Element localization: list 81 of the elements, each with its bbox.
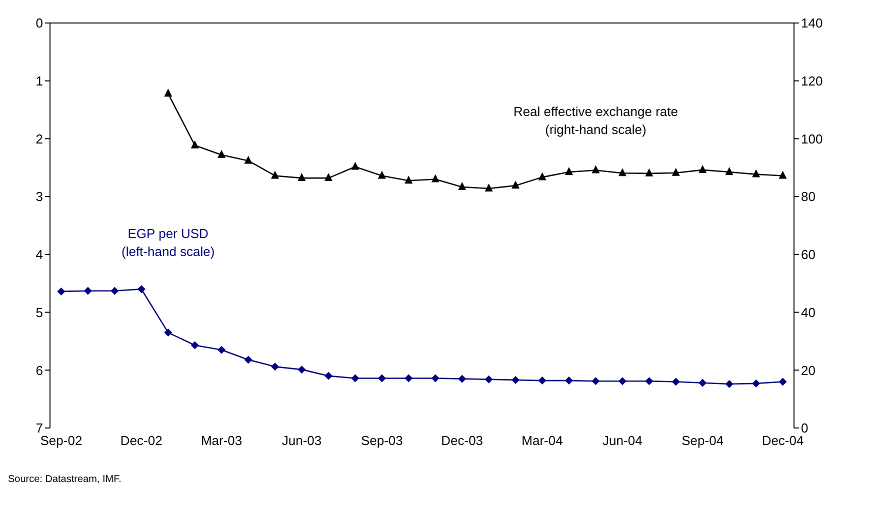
point	[564, 376, 573, 385]
x-tick-label: Dec-03	[441, 433, 484, 448]
point	[512, 376, 520, 384]
point	[84, 286, 92, 295]
y2-tick-label: 140	[801, 16, 823, 31]
point	[164, 328, 172, 337]
point	[512, 180, 520, 189]
point	[164, 88, 172, 97]
y2-tick-label: 20	[801, 362, 816, 378]
point	[672, 168, 680, 176]
y-tick-label: 4	[36, 247, 43, 262]
point	[484, 375, 493, 384]
y-tick-label: 0	[36, 16, 43, 31]
text: Real effective exchange rate (right-hand scale)	[512, 103, 679, 140]
point	[298, 366, 306, 374]
point	[778, 170, 787, 179]
source-note: Source: Datastream, IMF.	[8, 474, 122, 485]
point	[458, 374, 466, 383]
point	[538, 376, 546, 385]
point	[378, 170, 386, 179]
point	[404, 374, 413, 382]
point	[752, 169, 760, 178]
point	[271, 362, 280, 371]
x-tick-label: Mar-04	[522, 433, 563, 448]
y2-tick-label: 100	[801, 131, 823, 146]
point	[271, 170, 280, 179]
point	[137, 285, 146, 294]
point	[431, 374, 440, 382]
point	[698, 164, 707, 173]
point	[618, 377, 626, 386]
point	[324, 173, 332, 182]
point	[351, 374, 360, 382]
x-tick-label: Dec-04	[762, 433, 804, 448]
x-tick-label: Jun-04	[602, 433, 642, 448]
point	[538, 172, 546, 180]
point	[244, 156, 252, 164]
y-tick-label: 7	[36, 420, 43, 436]
x-tick-label: Mar-03	[200, 433, 242, 448]
x-tick-label: Sep-03	[360, 433, 403, 448]
point	[725, 380, 734, 388]
y2-tick-label: 40	[801, 304, 816, 320]
y-tick-label: 1	[36, 73, 43, 88]
point	[244, 356, 252, 364]
point	[218, 346, 226, 354]
point	[645, 377, 654, 386]
point	[484, 183, 493, 192]
y-tick-label: 2	[36, 131, 43, 146]
point	[698, 378, 707, 387]
point	[190, 341, 199, 350]
point	[190, 140, 199, 148]
point	[57, 287, 66, 296]
point	[672, 378, 680, 386]
point	[431, 174, 440, 182]
x-tick-label: Dec-02	[120, 433, 162, 448]
point	[592, 377, 600, 386]
point	[592, 165, 600, 174]
point	[324, 372, 332, 380]
point	[404, 176, 413, 184]
y2-tick-label: 80	[801, 189, 816, 204]
y-tick-label: 5	[36, 304, 43, 320]
y-tick-label: 6	[36, 362, 43, 378]
point	[645, 168, 654, 176]
y2-tick-label: 120	[801, 73, 823, 88]
y-tick-label: 3	[36, 189, 43, 204]
text: EGP per USD (left-hand scale)	[120, 225, 216, 261]
point	[725, 166, 734, 175]
point	[218, 150, 226, 158]
point	[778, 378, 787, 386]
y2-tick-label: 0	[801, 420, 808, 436]
x-tick-label: Sep-02	[40, 433, 82, 448]
point	[752, 379, 760, 388]
point	[564, 166, 573, 175]
x-tick-label: Sep-04	[682, 433, 724, 448]
point	[110, 286, 119, 295]
point	[351, 162, 360, 170]
point	[378, 374, 386, 382]
point	[618, 168, 626, 176]
point	[458, 182, 466, 190]
point	[298, 173, 306, 182]
y2-tick-label: 60	[801, 247, 816, 262]
x-tick-label: Jun-03	[282, 433, 322, 448]
